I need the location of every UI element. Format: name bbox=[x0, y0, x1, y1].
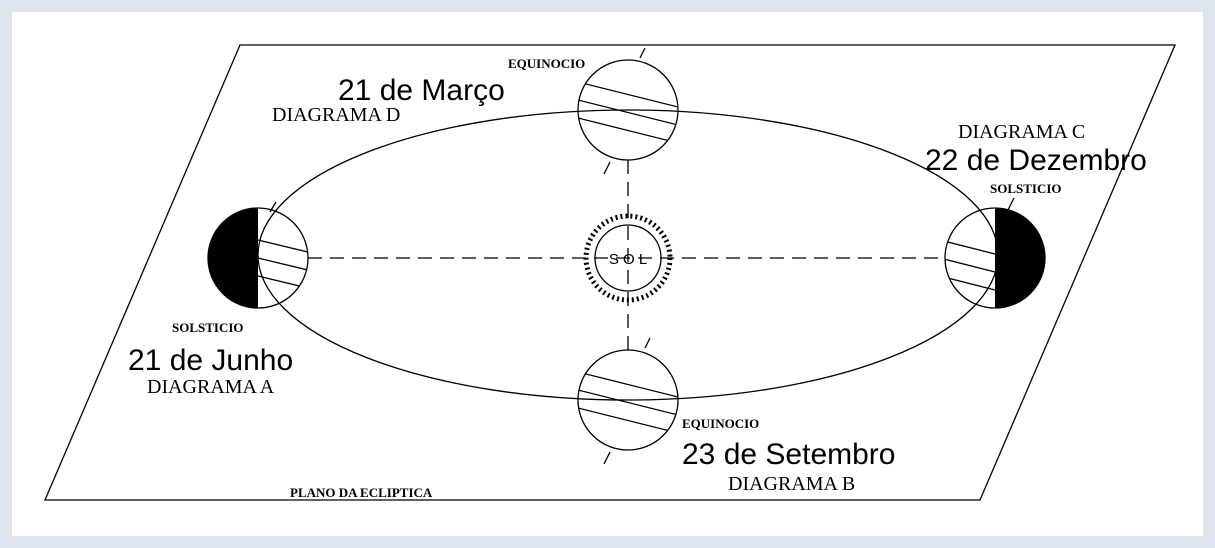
diagram-label: DIAGRAMA B bbox=[728, 473, 855, 495]
event-label: EQUINOCIO bbox=[508, 56, 585, 71]
plane-label: PLANO DA ECLIPTICA bbox=[290, 485, 433, 500]
event-label: SOLSTICIO bbox=[990, 181, 1062, 196]
earth-a bbox=[207, 201, 309, 309]
sun-label: S O L bbox=[609, 251, 647, 268]
date-label: 22 de Dezembro bbox=[925, 144, 1147, 177]
date-label: 21 de Março bbox=[338, 74, 505, 107]
diagram-label: DIAGRAMA D bbox=[272, 104, 400, 126]
diagram-label: DIAGRAMA A bbox=[147, 376, 275, 398]
earth-c bbox=[944, 197, 1046, 309]
diagram-label: DIAGRAMA C bbox=[958, 121, 1085, 143]
event-label: SOLSTICIO bbox=[172, 320, 244, 335]
date-label: 23 de Setembro bbox=[682, 438, 895, 471]
sun: S O L bbox=[583, 213, 673, 303]
event-label: EQUINOCIO bbox=[682, 416, 759, 431]
ecliptic-plane bbox=[44, 44, 1176, 501]
date-label: 21 de Junho bbox=[128, 344, 293, 377]
